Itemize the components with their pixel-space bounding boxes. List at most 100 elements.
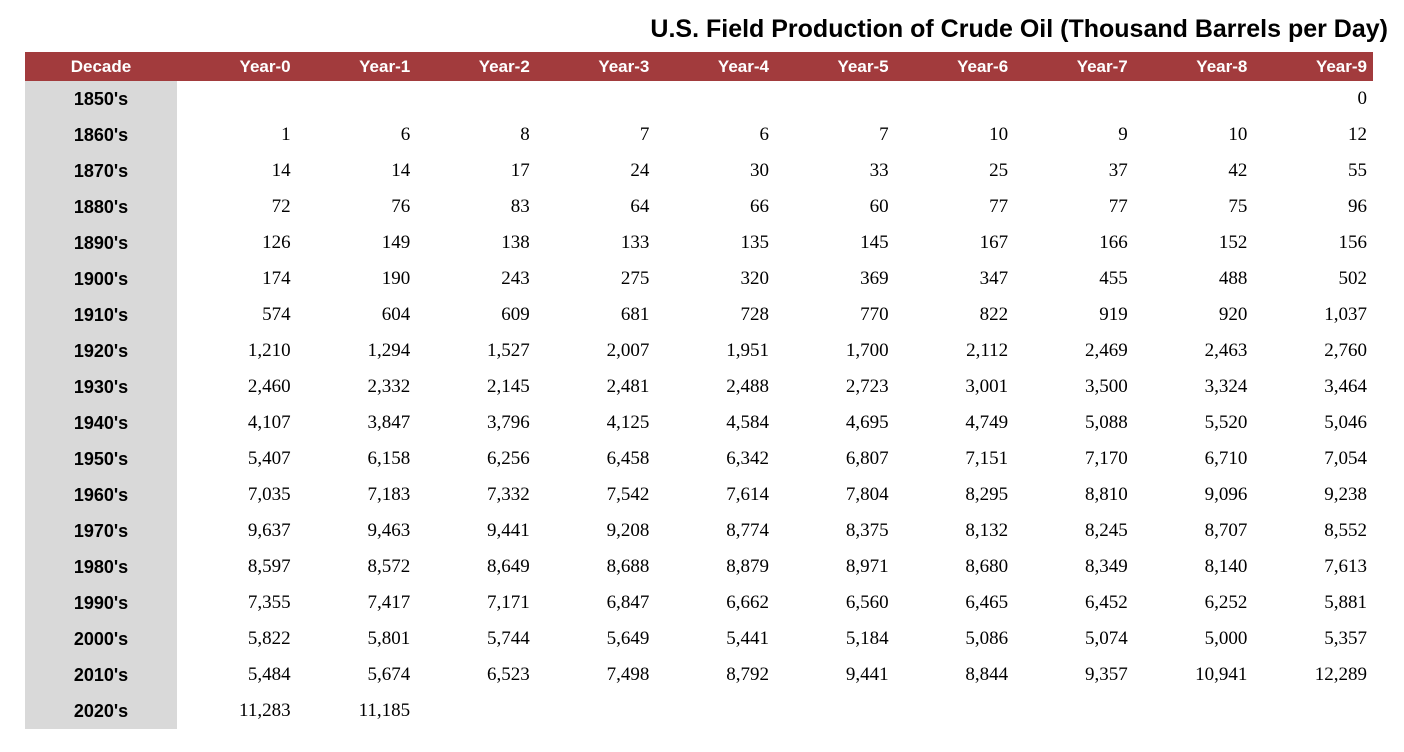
value-cell: 6 [655, 117, 775, 153]
value-cell: 8,707 [1133, 513, 1254, 549]
value-cell: 8,649 [416, 549, 536, 585]
value-cell: 5,801 [296, 621, 417, 657]
value-cell: 6,458 [535, 441, 656, 477]
value-cell: 76 [296, 189, 417, 225]
value-cell: 4,695 [774, 405, 895, 441]
value-cell: 55 [1253, 153, 1373, 189]
value-cell: 12,289 [1253, 657, 1373, 693]
value-cell: 8,375 [774, 513, 895, 549]
value-cell: 8,774 [655, 513, 775, 549]
value-cell: 6,523 [416, 657, 536, 693]
value-cell: 9,637 [177, 513, 297, 549]
value-cell: 7,183 [296, 477, 417, 513]
table-row: 2000's 5,822 5,801 5,744 5,649 5,441 5,184 5,08… [25, 621, 1373, 657]
value-cell: 5,407 [177, 441, 297, 477]
table-row: 1950's 5,407 6,158 6,256 6,458 6,342 6,807 7,15… [25, 441, 1373, 477]
value-cell: 9,357 [1014, 657, 1134, 693]
value-cell: 138 [416, 225, 536, 261]
column-header-year-3: Year-3 [535, 52, 656, 81]
value-cell: 24 [535, 153, 656, 189]
value-cell: 919 [1014, 297, 1134, 333]
column-header-year-6: Year-6 [894, 52, 1015, 81]
value-cell: 166 [1014, 225, 1134, 261]
table-row: 1850's 0 [25, 81, 1373, 117]
value-cell: 6 [296, 117, 417, 153]
value-cell: 30 [655, 153, 775, 189]
value-cell: 8,597 [177, 549, 297, 585]
value-cell: 5,881 [1253, 585, 1373, 621]
value-cell: 5,088 [1014, 405, 1134, 441]
value-cell [894, 81, 1015, 117]
value-cell: 7 [535, 117, 656, 153]
value-cell [1133, 693, 1254, 729]
value-cell: 8,844 [894, 657, 1015, 693]
value-cell [416, 81, 536, 117]
value-cell: 9 [1014, 117, 1134, 153]
value-cell: 12 [1253, 117, 1373, 153]
value-cell: 10,941 [1133, 657, 1254, 693]
decade-label: 1880's [25, 189, 177, 225]
value-cell: 83 [416, 189, 536, 225]
decade-label: 1990's [25, 585, 177, 621]
value-cell: 6,847 [535, 585, 656, 621]
value-cell [1133, 81, 1254, 117]
value-cell [535, 693, 656, 729]
value-cell: 8,295 [894, 477, 1015, 513]
value-cell: 2,469 [1014, 333, 1134, 369]
value-cell: 2,723 [774, 369, 895, 405]
value-cell: 6,252 [1133, 585, 1254, 621]
value-cell: 320 [655, 261, 775, 297]
value-cell: 8,688 [535, 549, 656, 585]
value-cell: 5,484 [177, 657, 297, 693]
table-row: 1900's 174 190 243 275 320 369 347 455 488 502 [25, 261, 1373, 297]
value-cell: 6,452 [1014, 585, 1134, 621]
decade-label: 1930's [25, 369, 177, 405]
value-cell: 2,112 [894, 333, 1015, 369]
value-cell: 4,749 [894, 405, 1015, 441]
value-cell: 5,441 [655, 621, 775, 657]
value-cell: 8,132 [894, 513, 1015, 549]
value-cell [1014, 693, 1134, 729]
table-row: 1920's 1,210 1,294 1,527 2,007 1,951 1,700 2,11… [25, 333, 1373, 369]
value-cell: 369 [774, 261, 895, 297]
value-cell: 7,417 [296, 585, 417, 621]
value-cell [1014, 81, 1134, 117]
value-cell: 8 [416, 117, 536, 153]
value-cell: 126 [177, 225, 297, 261]
decade-label: 1920's [25, 333, 177, 369]
value-cell: 10 [894, 117, 1015, 153]
value-cell: 5,674 [296, 657, 417, 693]
value-cell: 37 [1014, 153, 1134, 189]
table-row: 1910's 574 604 609 681 728 770 822 919 920 1,037 [25, 297, 1373, 333]
value-cell: 455 [1014, 261, 1134, 297]
value-cell: 1 [177, 117, 297, 153]
value-cell: 2,481 [535, 369, 656, 405]
value-cell: 25 [894, 153, 1015, 189]
page-title: U.S. Field Production of Crude Oil (Thou… [650, 15, 1388, 43]
value-cell: 17 [416, 153, 536, 189]
table-row: 1940's 4,107 3,847 3,796 4,125 4,584 4,695 4,74… [25, 405, 1373, 441]
decade-label: 1890's [25, 225, 177, 261]
value-cell: 3,796 [416, 405, 536, 441]
value-cell: 64 [535, 189, 656, 225]
decade-label: 2010's [25, 657, 177, 693]
table-row: 1970's 9,637 9,463 9,441 9,208 8,774 8,375 8,13… [25, 513, 1373, 549]
decade-label: 1860's [25, 117, 177, 153]
value-cell: 156 [1253, 225, 1373, 261]
value-cell: 5,822 [177, 621, 297, 657]
decade-label: 2000's [25, 621, 177, 657]
value-cell: 7,332 [416, 477, 536, 513]
value-cell: 7,804 [774, 477, 895, 513]
value-cell [296, 81, 417, 117]
value-cell: 66 [655, 189, 775, 225]
value-cell: 347 [894, 261, 1015, 297]
decade-label: 1900's [25, 261, 177, 297]
column-header-year-7: Year-7 [1014, 52, 1134, 81]
value-cell: 7 [774, 117, 895, 153]
value-cell: 75 [1133, 189, 1254, 225]
value-cell: 5,184 [774, 621, 895, 657]
value-cell: 1,294 [296, 333, 417, 369]
column-header-year-5: Year-5 [774, 52, 895, 81]
table-row: 1890's 126 149 138 133 135 145 167 166 152 156 [25, 225, 1373, 261]
value-cell: 2,007 [535, 333, 656, 369]
